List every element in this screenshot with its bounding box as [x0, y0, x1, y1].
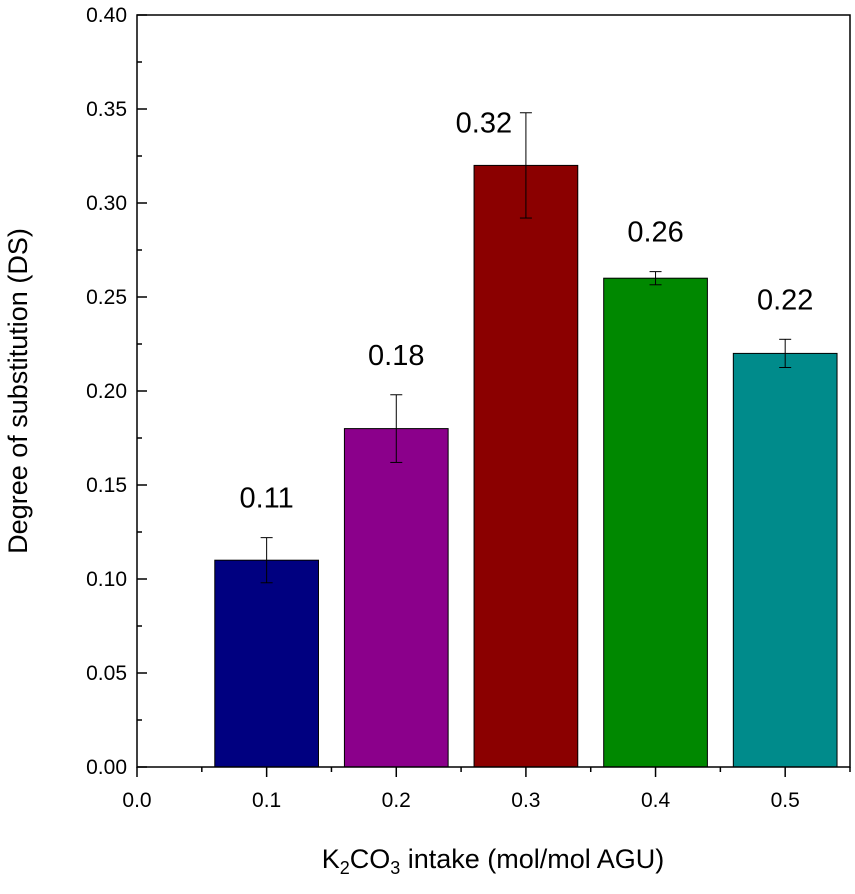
x-tick-label: 0.3 [511, 789, 540, 812]
x-tick-label: 0.5 [771, 789, 800, 812]
ticks-group: 0.00 0.05 0.10 0.15 0.20 0.25 0.30 0.35 0.40 0.0 0… [86, 4, 851, 812]
bar [473, 164, 579, 768]
x-tick-label: 0.0 [122, 789, 151, 812]
error-bars-group [260, 112, 792, 584]
x-axis-label: K2CO3 intake (mol/mol AGU) [322, 844, 665, 878]
bar [732, 352, 838, 768]
y-tick-label: 0.10 [86, 568, 127, 591]
y-tick-label: 0.00 [86, 756, 127, 779]
y-tick-label: 0.40 [86, 4, 127, 27]
bar [343, 428, 449, 768]
bar [214, 559, 319, 768]
y-tick-label: 0.15 [86, 474, 127, 497]
data-label: 0.32 [456, 107, 512, 139]
y-tick-label: 0.05 [86, 662, 127, 685]
y-axis-label: Degree of substitution (DS) [3, 228, 33, 554]
y-tick-label: 0.25 [86, 286, 127, 309]
x-tick-label: 0.1 [252, 789, 281, 812]
data-label: 0.26 [627, 217, 683, 249]
data-label: 0.18 [368, 340, 424, 372]
bars-group [214, 164, 838, 768]
y-tick-label: 0.20 [86, 380, 127, 403]
data-label: 0.11 [239, 483, 293, 515]
y-tick-label: 0.35 [86, 98, 127, 121]
data-labels-group: 0.11 0.18 0.32 0.26 0.22 [239, 107, 813, 514]
x-tick-label: 0.2 [382, 789, 411, 812]
y-tick-label: 0.30 [86, 192, 127, 215]
x-tick-label: 0.4 [641, 789, 671, 812]
data-label: 0.22 [757, 284, 813, 316]
bar [603, 277, 708, 768]
